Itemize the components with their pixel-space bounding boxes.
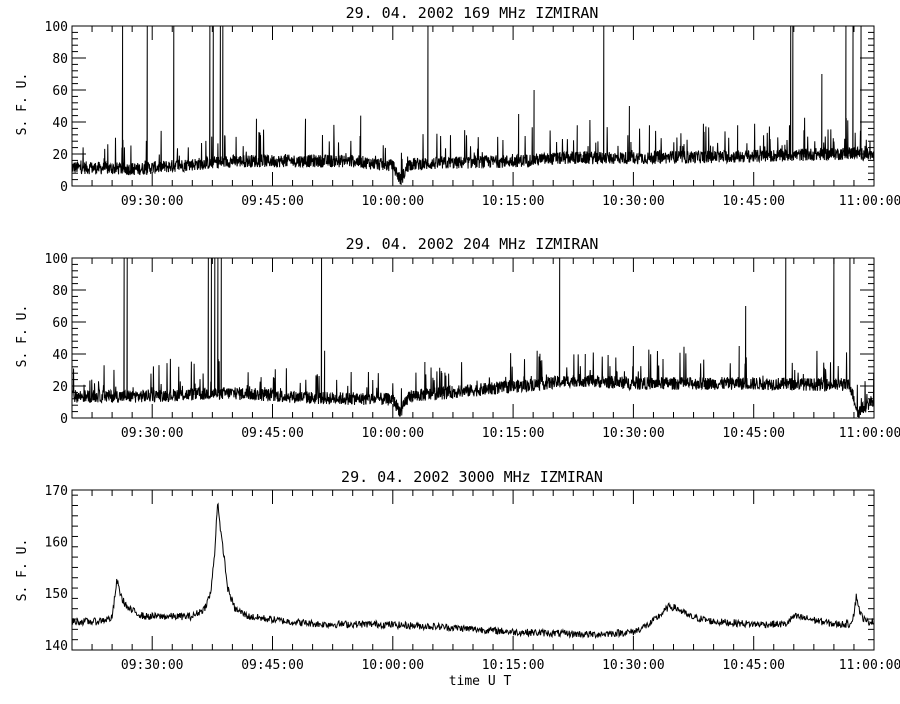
x-tick-label: 09:45:00 — [241, 426, 304, 441]
x-tick-label: 10:00:00 — [361, 658, 424, 673]
y-tick-label: 80 — [52, 284, 68, 299]
y-tick-label: 20 — [52, 148, 68, 163]
y-tick-label: 60 — [52, 316, 68, 331]
panel-169mhz: 29. 04. 2002 169 MHz IZMIRAN S. F. U. 09… — [15, 4, 900, 209]
y-tick-label: 20 — [52, 380, 68, 395]
y-tick-label: 170 — [45, 484, 68, 499]
y-axis-label: S. F. U. — [15, 539, 30, 602]
x-tick-labels: 09:30:00 09:45:00 10:00:00 10:15:00 10:30:00… — [121, 194, 900, 209]
y-tick-labels: 140 150 160 170 — [45, 484, 68, 654]
panel-title: 29. 04. 2002 204 MHz IZMIRAN — [346, 235, 599, 253]
x-tick-label: 10:45:00 — [722, 658, 785, 673]
y-axis-label: S. F. U. — [15, 305, 30, 368]
y-tick-label: 60 — [52, 84, 68, 99]
x-tick-label: 10:00:00 — [361, 194, 424, 209]
series-line — [71, 502, 875, 640]
y-tick-label: 0 — [60, 412, 68, 427]
panel-title: 29. 04. 2002 169 MHz IZMIRAN — [346, 4, 599, 22]
x-tick-label: 09:30:00 — [121, 658, 184, 673]
x-tick-label: 11:00:00 — [839, 426, 900, 441]
x-tick-label: 10:45:00 — [722, 426, 785, 441]
series-line — [71, 257, 875, 418]
y-tick-label: 160 — [45, 536, 68, 551]
x-tick-label: 10:15:00 — [482, 658, 545, 673]
x-tick-labels: 09:30:00 09:45:00 10:00:00 10:15:00 10:30:00… — [121, 426, 900, 441]
x-tick-labels: 09:30:00 09:45:00 10:00:00 10:15:00 10:30:00… — [121, 658, 900, 673]
y-tick-label: 40 — [52, 116, 68, 131]
x-tick-label: 09:45:00 — [241, 194, 304, 209]
y-tick-label: 40 — [52, 348, 68, 363]
x-axis-label: time U T — [449, 674, 512, 689]
plot-frame — [71, 489, 875, 651]
y-tick-label: 100 — [45, 20, 68, 35]
x-tick-label: 10:30:00 — [602, 426, 665, 441]
panel-3000mhz: 29. 04. 2002 3000 MHz IZMIRAN S. F. U. 0… — [15, 468, 900, 673]
x-tick-label: 10:15:00 — [482, 194, 545, 209]
y-tick-label: 0 — [60, 180, 68, 195]
tick-marks — [71, 490, 875, 651]
data-series — [71, 25, 875, 185]
x-tick-label: 10:15:00 — [482, 426, 545, 441]
x-tick-label: 11:00:00 — [839, 194, 900, 209]
y-tick-labels: 0 20 40 60 80 100 — [45, 20, 68, 195]
y-tick-label: 140 — [45, 639, 68, 654]
series-line — [71, 25, 875, 185]
x-tick-label: 09:30:00 — [121, 426, 184, 441]
y-axis-label: S. F. U. — [15, 73, 30, 136]
x-tick-label: 09:30:00 — [121, 194, 184, 209]
x-tick-label: 10:30:00 — [602, 658, 665, 673]
y-tick-label: 150 — [45, 587, 68, 602]
panel-title: 29. 04. 2002 3000 MHz IZMIRAN — [341, 468, 603, 486]
x-tick-label: 10:45:00 — [722, 194, 785, 209]
data-series — [71, 257, 875, 418]
x-tick-label: 10:00:00 — [361, 426, 424, 441]
panel-204mhz: 29. 04. 2002 204 MHz IZMIRAN S. F. U. 09… — [15, 235, 900, 441]
data-series — [71, 502, 875, 640]
y-tick-labels: 0 20 40 60 80 100 — [45, 252, 68, 427]
x-tick-label: 09:45:00 — [241, 658, 304, 673]
y-tick-label: 100 — [45, 252, 68, 267]
x-tick-label: 11:00:00 — [839, 658, 900, 673]
y-tick-label: 80 — [52, 52, 68, 67]
x-tick-label: 10:30:00 — [602, 194, 665, 209]
